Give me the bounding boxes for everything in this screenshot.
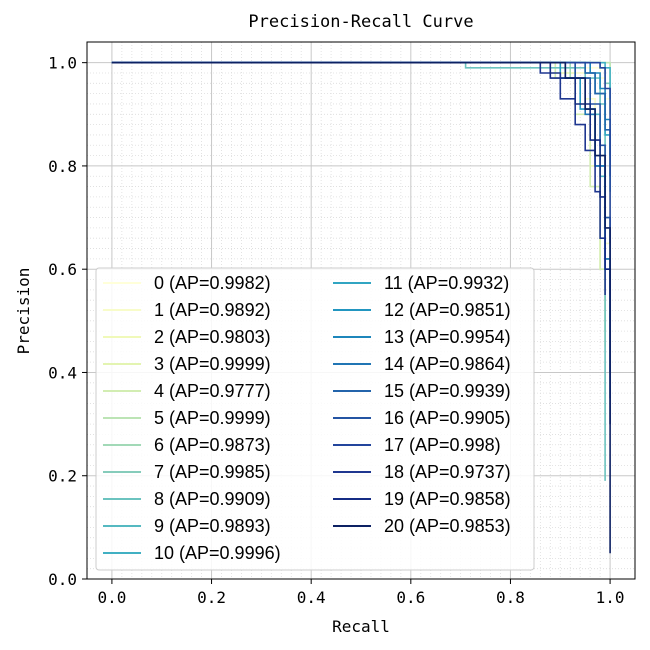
y-tick-label: 0.4: [48, 363, 77, 382]
legend-label: 9 (AP=0.9893): [154, 516, 271, 536]
plot-frame: [86, 41, 636, 580]
series-line-16: [111, 61, 611, 295]
legend-label: 15 (AP=0.9939): [384, 381, 511, 401]
legend-label: 4 (AP=0.9777): [154, 381, 271, 401]
x-tick-label: 0.2: [197, 588, 226, 607]
legend-label: 19 (AP=0.9858): [384, 489, 511, 509]
x-tick-label: 0.8: [496, 588, 525, 607]
x-tick-label: 0.6: [396, 588, 425, 607]
series-line-11: [111, 61, 611, 192]
x-tick-label: 0.0: [97, 588, 126, 607]
series-line-20: [111, 61, 611, 554]
chart-title: Precision-Recall Curve: [248, 12, 473, 32]
legend-label: 8 (AP=0.9909): [154, 489, 271, 509]
legend-label: 2 (AP=0.9803): [154, 327, 271, 347]
series-line-0: [111, 61, 611, 295]
legend-label: 7 (AP=0.9985): [154, 462, 271, 482]
x-tick-label: 1.0: [596, 588, 625, 607]
series-lines: [111, 61, 611, 554]
legend-label: 10 (AP=0.9996): [154, 543, 281, 563]
legend-label: 6 (AP=0.9873): [154, 435, 271, 455]
legend-label: 16 (AP=0.9905): [384, 408, 511, 428]
legend: 0 (AP=0.9982) 1 (AP=0.9892) 2 (AP=0.9803) 3…: [95, 267, 535, 571]
series-line-7: [111, 61, 611, 115]
legend-label: 14 (AP=0.9864): [384, 354, 511, 374]
x-tick-label: 0.4: [297, 588, 326, 607]
legend-label: 1 (AP=0.9892): [154, 300, 271, 320]
legend-label: 11 (AP=0.9932): [384, 273, 509, 293]
legend-box: [95, 267, 535, 571]
legend-label: 5 (AP=0.9999): [154, 408, 271, 428]
y-axis-label: Precision: [14, 268, 33, 355]
series-line-18: [111, 61, 606, 295]
legend-label: 0 (AP=0.9982): [154, 273, 271, 293]
y-tick-label: 0.2: [48, 467, 77, 486]
legend-label: 18 (AP=0.9737): [384, 462, 511, 482]
y-tick-label: 0.8: [48, 157, 77, 176]
legend-label: 17 (AP=0.998): [384, 435, 501, 455]
series-line-17: [111, 61, 611, 244]
axis-ticks: 0.0 0.2 0.4 0.6 0.8 1.0 0.0 0.2 0.4 0.6 0.8 1.0: [48, 54, 624, 607]
legend-label: 3 (AP=0.9999): [154, 354, 271, 374]
y-tick-label: 0.0: [48, 570, 77, 589]
legend-label: 20 (AP=0.9853): [384, 516, 511, 536]
x-axis-label: Recall: [332, 617, 390, 636]
legend-label: 12 (AP=0.9851): [384, 300, 511, 320]
y-tick-label: 1.0: [48, 54, 77, 73]
legend-label: 13 (AP=0.9954): [384, 327, 511, 347]
series-line-19: [111, 61, 611, 425]
y-tick-label: 0.6: [48, 260, 77, 279]
